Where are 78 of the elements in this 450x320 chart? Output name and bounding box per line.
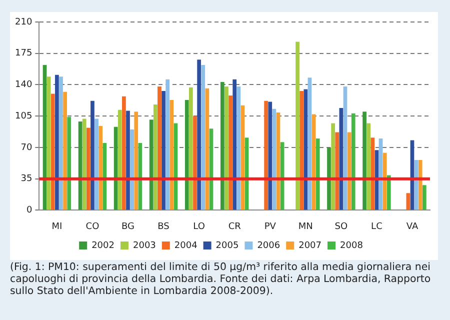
bar xyxy=(316,138,320,210)
bar xyxy=(170,100,174,210)
bar xyxy=(197,60,201,210)
bar xyxy=(158,86,162,210)
bar xyxy=(166,79,170,210)
bar xyxy=(59,76,63,210)
bar xyxy=(67,116,72,210)
bar xyxy=(98,126,103,210)
bar xyxy=(236,86,241,210)
bar xyxy=(224,86,228,210)
x-tick-label: SO xyxy=(334,222,348,232)
bar xyxy=(126,110,130,210)
bar xyxy=(118,110,122,210)
x-tick-label: MN xyxy=(298,222,313,232)
x-tick-label: CR xyxy=(228,222,241,232)
y-tick-label: 175 xyxy=(14,48,32,59)
bar xyxy=(362,112,366,210)
bar xyxy=(422,185,426,210)
bar xyxy=(418,160,422,210)
text: (Fig. 1: PM10: superamenti del limite di 50 μg/m³ riferito alla media giornaliera nei capoluoghi di provincia della Lombardia. Fonte dei dati: Arpa Lombardia, Rapporto sullo Stato dell'Ambiente in Lombardia 2008-2009). xyxy=(10,262,432,298)
bar xyxy=(193,116,197,210)
bar xyxy=(331,123,335,210)
x-tick-label: PV xyxy=(264,222,277,232)
bar xyxy=(304,89,308,210)
bar xyxy=(82,118,86,210)
x-tick-label: MI xyxy=(52,222,62,232)
bar xyxy=(406,193,410,210)
legend-label: 2004 xyxy=(174,240,198,251)
bar xyxy=(232,79,237,210)
bar xyxy=(46,76,51,210)
y-tick-label: 70 xyxy=(20,142,32,153)
bar xyxy=(184,100,189,210)
bar xyxy=(149,120,154,210)
bar xyxy=(201,65,206,210)
bar xyxy=(351,113,356,210)
y-tick-label: 140 xyxy=(14,80,32,90)
bar xyxy=(130,130,134,210)
bar xyxy=(339,108,344,210)
bar xyxy=(102,142,107,210)
bar xyxy=(220,82,224,210)
y-tick-label: 0 xyxy=(26,206,32,216)
legend-label: 2003 xyxy=(132,240,156,251)
y-tick-label: 210 xyxy=(14,17,32,28)
bar xyxy=(370,138,375,210)
x-tick-label: VA xyxy=(406,222,419,232)
bar xyxy=(63,92,67,210)
bar xyxy=(296,42,300,210)
x-tick-label: BS xyxy=(158,222,170,232)
bar xyxy=(327,147,331,210)
y-tick-label: 35 xyxy=(20,174,32,184)
bar xyxy=(134,112,138,210)
bar xyxy=(382,152,387,210)
bar xyxy=(268,102,272,210)
bar xyxy=(264,100,268,210)
legend-label: 2007 xyxy=(298,240,322,251)
bar xyxy=(228,95,232,210)
bar xyxy=(50,94,55,210)
bar xyxy=(335,132,340,210)
legend-label: 2002 xyxy=(92,240,114,251)
bar xyxy=(366,123,371,210)
x-tick-label: LC xyxy=(371,222,382,232)
bar xyxy=(162,91,166,210)
bar xyxy=(94,118,98,210)
bar xyxy=(153,104,158,210)
bar xyxy=(90,100,94,210)
legend-label: 2006 xyxy=(257,240,280,251)
bar xyxy=(55,74,59,210)
bar xyxy=(86,128,90,210)
legend-label: 2005 xyxy=(216,240,239,251)
bar xyxy=(300,91,304,210)
bar xyxy=(386,175,391,210)
bar xyxy=(122,96,126,210)
legend-label: 2008 xyxy=(340,240,364,251)
x-tick-label: CO xyxy=(86,222,100,232)
y-tick-label: 105 xyxy=(14,111,32,122)
bar xyxy=(189,87,193,210)
x-tick-label: BG xyxy=(122,222,135,232)
x-tick-label: LO xyxy=(193,222,205,232)
